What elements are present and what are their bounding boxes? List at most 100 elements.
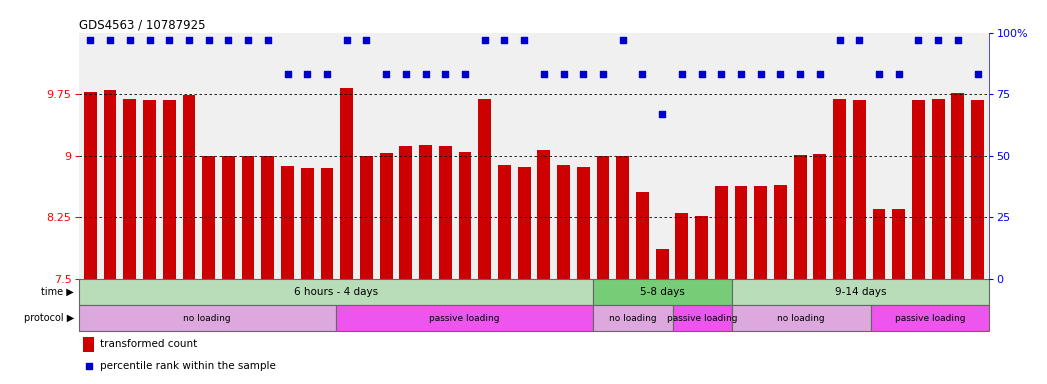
Bar — [104, 90, 116, 279]
Point — [280, 71, 296, 78]
Bar — [594, 279, 732, 305]
Bar — [537, 150, 551, 279]
Bar — [872, 209, 886, 279]
Point — [141, 37, 158, 43]
Text: protocol ▶: protocol ▶ — [24, 313, 74, 323]
Bar — [360, 156, 373, 279]
Bar — [517, 167, 531, 279]
Point — [555, 71, 572, 78]
Bar — [594, 305, 672, 331]
Bar — [577, 167, 589, 279]
Point — [318, 71, 335, 78]
Bar — [833, 99, 846, 279]
Point — [634, 71, 651, 78]
Bar — [336, 305, 594, 331]
Text: percentile rank within the sample: percentile rank within the sample — [101, 361, 276, 371]
Bar — [281, 166, 294, 279]
Point — [811, 71, 828, 78]
Text: no loading: no loading — [778, 314, 825, 323]
Bar — [163, 100, 176, 279]
Bar — [597, 156, 609, 279]
Bar — [300, 168, 314, 279]
Bar — [557, 165, 570, 279]
Bar — [340, 88, 353, 279]
Point — [456, 71, 473, 78]
Bar — [182, 95, 196, 279]
Bar — [675, 213, 688, 279]
Point — [338, 37, 355, 43]
Bar — [478, 99, 491, 279]
Point — [575, 71, 592, 78]
Point — [260, 37, 276, 43]
Text: GDS4563 / 10787925: GDS4563 / 10787925 — [79, 18, 205, 31]
Point — [713, 71, 730, 78]
Bar — [124, 99, 136, 279]
Text: transformed count: transformed count — [101, 339, 198, 349]
Text: passive loading: passive loading — [429, 314, 499, 323]
Bar — [399, 146, 413, 279]
Point — [693, 71, 710, 78]
Bar — [853, 100, 866, 279]
Point — [851, 37, 868, 43]
Point — [161, 37, 178, 43]
Point — [121, 37, 138, 43]
Bar — [242, 156, 254, 279]
Bar — [871, 305, 989, 331]
Bar — [380, 153, 393, 279]
Bar — [732, 279, 989, 305]
Point — [595, 71, 611, 78]
Point — [82, 37, 98, 43]
Text: no loading: no loading — [609, 314, 656, 323]
Bar — [83, 337, 94, 351]
Point — [673, 71, 690, 78]
Point — [653, 111, 670, 117]
Text: 5-8 days: 5-8 days — [641, 287, 685, 297]
Text: 6 hours - 4 days: 6 hours - 4 days — [294, 287, 378, 297]
Bar — [459, 152, 471, 279]
Bar — [79, 279, 594, 305]
Point — [417, 71, 433, 78]
Bar — [814, 154, 826, 279]
Bar — [498, 165, 511, 279]
Bar — [617, 156, 629, 279]
Bar — [952, 93, 964, 279]
Point — [496, 37, 513, 43]
Bar — [774, 185, 787, 279]
Bar — [320, 168, 333, 279]
Bar — [715, 186, 728, 279]
Point — [772, 71, 788, 78]
Bar — [202, 157, 215, 279]
Bar — [972, 100, 984, 279]
Bar — [732, 305, 871, 331]
Text: 9-14 days: 9-14 days — [834, 287, 887, 297]
Bar — [79, 305, 336, 331]
Point — [792, 71, 808, 78]
Point — [930, 37, 946, 43]
Text: time ▶: time ▶ — [41, 287, 74, 297]
Bar — [912, 100, 925, 279]
Point — [535, 71, 552, 78]
Bar — [143, 100, 156, 279]
Bar — [439, 146, 451, 279]
Point — [220, 37, 237, 43]
Point — [970, 71, 986, 78]
Point — [617, 260, 633, 266]
Bar — [222, 156, 235, 279]
Point — [871, 71, 888, 78]
Text: passive loading: passive loading — [895, 314, 965, 323]
Point — [298, 71, 315, 78]
Point — [240, 37, 257, 43]
Bar — [636, 192, 649, 279]
Point — [753, 71, 770, 78]
Point — [358, 37, 375, 43]
Bar — [754, 186, 767, 279]
Point — [910, 37, 927, 43]
Bar — [419, 145, 432, 279]
Text: passive loading: passive loading — [667, 314, 737, 323]
Point — [378, 71, 395, 78]
Point — [102, 37, 118, 43]
Point — [398, 71, 415, 78]
Bar — [672, 305, 732, 331]
Point — [200, 37, 217, 43]
Point — [476, 37, 493, 43]
